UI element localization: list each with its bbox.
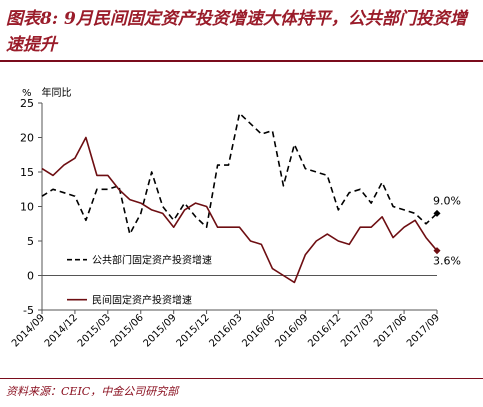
y-tick-label: 10	[20, 201, 34, 214]
private-end-marker	[433, 247, 441, 255]
y-tick-label: 0	[27, 270, 34, 283]
title-divider	[0, 60, 483, 62]
x-tick-label: 2016/06	[240, 312, 277, 349]
y-unit-label: % 年同比	[22, 84, 72, 99]
y-unit-symbol: %	[22, 88, 32, 99]
private-end-label: 3.6%	[433, 255, 461, 268]
y-tick-label: 15	[20, 166, 34, 179]
y-unit-desc: 年同比	[41, 88, 72, 99]
source-divider	[0, 378, 483, 379]
x-tick-label: 2015/09	[142, 312, 179, 349]
private-investment-line	[41, 136, 438, 284]
public-investment-line	[41, 112, 438, 235]
x-tick-label: 2015/12	[175, 312, 212, 349]
x-tick-label: 2017/06	[372, 312, 409, 349]
y-tick-label: 25	[20, 97, 34, 110]
x-tick-label: 2017/03	[339, 312, 376, 349]
y-tick-label: -5	[23, 304, 34, 317]
x-tick-label: 2015/03	[76, 312, 113, 349]
y-tick-label: 20	[20, 132, 34, 145]
source-note: 资料来源：CEIC，中金公司研究部	[6, 385, 179, 398]
x-tick-label: 2017/09	[405, 312, 442, 349]
x-tick-label: 2016/03	[207, 312, 244, 349]
legend-private-label: 民间固定资产投资增速	[92, 294, 192, 307]
legend-public-label: 公共部门固定资产投资增速	[92, 254, 212, 267]
chart-title: 图表8: 9月民间固定资产投资增速大体持平，公共部门投资增速提升	[6, 9, 467, 55]
y-tick-label: 5	[27, 235, 34, 248]
public-end-marker	[433, 209, 441, 217]
x-tick-label: 2016/09	[273, 312, 310, 349]
public-end-label: 9.0%	[433, 194, 461, 207]
x-tick-label: 2016/12	[306, 312, 343, 349]
x-tick-label: 2014/09	[10, 312, 47, 349]
x-tick-label: 2014/12	[43, 312, 80, 349]
x-tick-label: 2015/06	[109, 312, 146, 349]
